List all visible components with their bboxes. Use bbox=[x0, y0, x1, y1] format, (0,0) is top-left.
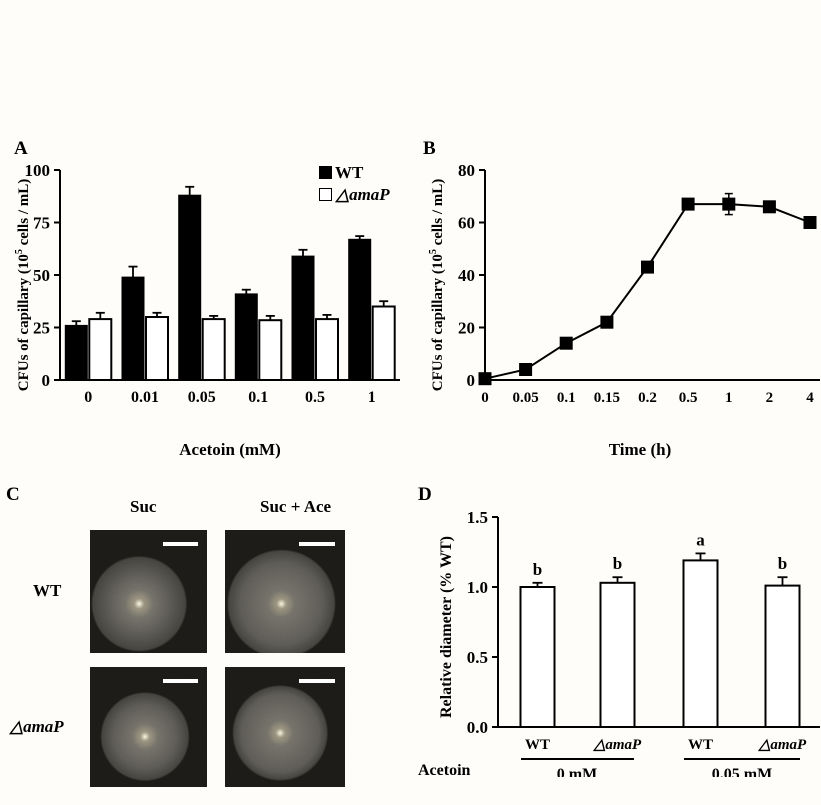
svg-text:1: 1 bbox=[368, 389, 376, 406]
svg-text:0 mM: 0 mM bbox=[557, 766, 597, 777]
svg-text:△amaP: △amaP bbox=[757, 737, 807, 753]
svg-text:1: 1 bbox=[725, 390, 733, 406]
svg-text:0.05: 0.05 bbox=[188, 389, 216, 406]
svg-text:b: b bbox=[613, 554, 622, 573]
svg-text:100: 100 bbox=[25, 161, 51, 180]
svg-text:b: b bbox=[533, 560, 542, 579]
svg-text:0.5: 0.5 bbox=[679, 390, 698, 406]
svg-text:b: b bbox=[778, 554, 787, 573]
svg-text:0.01: 0.01 bbox=[131, 389, 159, 406]
svg-text:0.5: 0.5 bbox=[305, 389, 325, 406]
svg-text:75: 75 bbox=[33, 214, 50, 233]
svg-text:0.15: 0.15 bbox=[594, 390, 620, 406]
svg-text:4: 4 bbox=[806, 390, 814, 406]
svg-text:WT: WT bbox=[525, 737, 550, 753]
svg-text:WT: WT bbox=[688, 737, 713, 753]
svg-text:0.2: 0.2 bbox=[638, 390, 657, 406]
svg-text:1.5: 1.5 bbox=[467, 508, 488, 527]
svg-text:40: 40 bbox=[458, 266, 475, 285]
svg-text:50: 50 bbox=[33, 266, 50, 285]
svg-text:0: 0 bbox=[481, 390, 489, 406]
svg-text:0: 0 bbox=[84, 389, 92, 406]
svg-text:0.1: 0.1 bbox=[248, 389, 268, 406]
svg-text:80: 80 bbox=[458, 161, 475, 180]
svg-text:0.0: 0.0 bbox=[467, 718, 488, 737]
svg-text:1.0: 1.0 bbox=[467, 578, 488, 597]
svg-text:2: 2 bbox=[766, 390, 774, 406]
svg-text:0: 0 bbox=[467, 371, 476, 390]
svg-text:△amaP: △amaP bbox=[592, 737, 642, 753]
svg-text:0.05 mM: 0.05 mM bbox=[712, 766, 772, 777]
svg-text:0: 0 bbox=[42, 371, 51, 390]
svg-text:60: 60 bbox=[458, 214, 475, 233]
svg-text:a: a bbox=[696, 530, 705, 549]
svg-text:0.1: 0.1 bbox=[557, 390, 576, 406]
svg-text:0.5: 0.5 bbox=[467, 648, 488, 667]
svg-text:20: 20 bbox=[458, 319, 475, 338]
svg-text:0.05: 0.05 bbox=[512, 390, 538, 406]
svg-text:25: 25 bbox=[33, 319, 50, 338]
